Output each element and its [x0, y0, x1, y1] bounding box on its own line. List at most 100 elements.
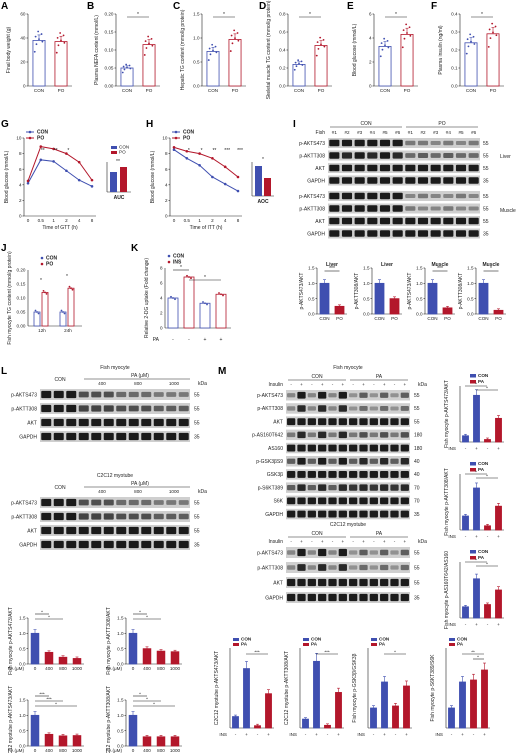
- dose-label: 400: [98, 381, 106, 386]
- blot-M-band: [380, 405, 389, 411]
- blot-M-band: [328, 510, 337, 518]
- inset-bar: [264, 178, 271, 196]
- data-point: [472, 35, 475, 38]
- y-tick-label: 1.5: [19, 616, 26, 621]
- y-tick-label: 1.0: [467, 281, 474, 286]
- blot-L-band: [128, 526, 139, 535]
- ins-sign: +: [245, 732, 248, 737]
- y-tick-label: 0.20: [105, 12, 114, 17]
- x-tick-label: 24h: [64, 328, 72, 333]
- blot-I-band: [417, 217, 429, 225]
- y-tick-label: 0.20: [17, 268, 26, 273]
- data-point: [381, 48, 384, 51]
- legend-swatch: [470, 462, 476, 466]
- blot-M-band: [338, 431, 347, 439]
- data-point: [208, 47, 211, 50]
- x-tick-label: PO: [58, 88, 65, 93]
- data-point: [465, 52, 468, 55]
- bar: [142, 648, 152, 665]
- bar: [374, 282, 385, 315]
- kda-label: 35: [414, 596, 420, 602]
- blot-M2-band: [338, 593, 347, 602]
- data-point: [42, 290, 45, 292]
- x-tick-label: PO: [232, 88, 239, 93]
- blot-M-band: [390, 471, 399, 478]
- y-tick-label: 0.8: [279, 12, 286, 17]
- sig-label: *: [309, 12, 311, 18]
- blot-M-band: [369, 497, 378, 505]
- blot-I-band: [417, 206, 429, 211]
- y-tick-label: 0.0: [19, 662, 26, 667]
- kda-label: 180: [414, 446, 423, 452]
- kda-label: 55: [194, 421, 200, 427]
- blot-I-band: [354, 192, 365, 200]
- blot-row-label: S6K: [274, 499, 284, 505]
- blot-M-band: [297, 391, 306, 399]
- insulin-sign: -: [394, 382, 396, 387]
- data-point: [473, 43, 476, 45]
- insulin-sign: +: [362, 382, 365, 387]
- y-tick-label: 0.0: [19, 744, 26, 749]
- series-point: [236, 175, 240, 179]
- blot-L-band: [91, 513, 102, 520]
- x-tick-label: 800: [157, 666, 165, 671]
- blot-L-strip: [40, 511, 190, 522]
- blot-L-band: [103, 526, 114, 535]
- kda-label: 55: [414, 406, 420, 412]
- blot-M-band: [390, 497, 399, 505]
- blot-M-band: [380, 444, 389, 452]
- blot-M-band: [318, 418, 327, 426]
- blot-M2-band: [349, 565, 358, 570]
- blot-M-band: [359, 510, 368, 518]
- ins-sign: +: [461, 732, 464, 737]
- blot-row-label: AS160: [268, 446, 283, 452]
- y-tick-label: 6: [160, 281, 163, 286]
- blot-L-band: [166, 500, 177, 505]
- bar: [142, 736, 152, 747]
- blot-M2-band: [400, 549, 409, 556]
- sig-label: *: [475, 382, 477, 387]
- blot-M-band: [359, 471, 368, 478]
- y-tick-label: 0.0: [363, 312, 370, 317]
- blot-L-band: [166, 513, 177, 520]
- legend-marker: [40, 262, 44, 266]
- series-line: [27, 146, 93, 182]
- blot-M2-band: [338, 578, 347, 587]
- y-tick-label: 0.0: [467, 312, 474, 317]
- blot-L-band: [103, 499, 114, 506]
- blot-I-band: [455, 206, 467, 211]
- x-tick-label: 1000: [170, 666, 181, 671]
- x-tick-label: 8: [91, 218, 94, 223]
- blot-row-label: AKT: [27, 529, 37, 535]
- blot-M-band: [369, 393, 378, 398]
- blot-M2-band: [380, 578, 389, 587]
- fish-label: Fish: [316, 130, 326, 136]
- ins-sign: +: [405, 732, 408, 737]
- blot-L-band: [153, 540, 164, 549]
- sig-label: *: [486, 386, 488, 391]
- blot-M-band: [318, 444, 327, 452]
- blot-M2-band: [349, 578, 358, 587]
- blot-M2-band: [359, 578, 368, 587]
- blot-L-band: [153, 526, 164, 535]
- data-point: [387, 46, 390, 49]
- blot-L-band: [166, 405, 177, 412]
- blot-I-band: [341, 177, 353, 184]
- blot-L-band: [153, 432, 164, 441]
- data-point: [41, 40, 44, 43]
- blot-M-band: [307, 393, 316, 398]
- x-tick-label: 800: [157, 748, 165, 753]
- y-tick-label: 1.5: [117, 698, 124, 703]
- data-point: [488, 28, 491, 31]
- group-label: PA (μM): [131, 373, 149, 379]
- blot-L-band: [41, 540, 52, 549]
- blot-L-strip: [40, 389, 190, 400]
- kda-label: 55: [414, 566, 420, 572]
- data-point: [322, 38, 325, 41]
- ins-label: INS: [357, 732, 365, 737]
- blot-I-band: [443, 217, 454, 225]
- blot-I-band: [443, 140, 454, 146]
- blot-row-label: AKT: [273, 581, 283, 587]
- bar: [170, 736, 180, 747]
- blot-I-strip: [328, 163, 480, 173]
